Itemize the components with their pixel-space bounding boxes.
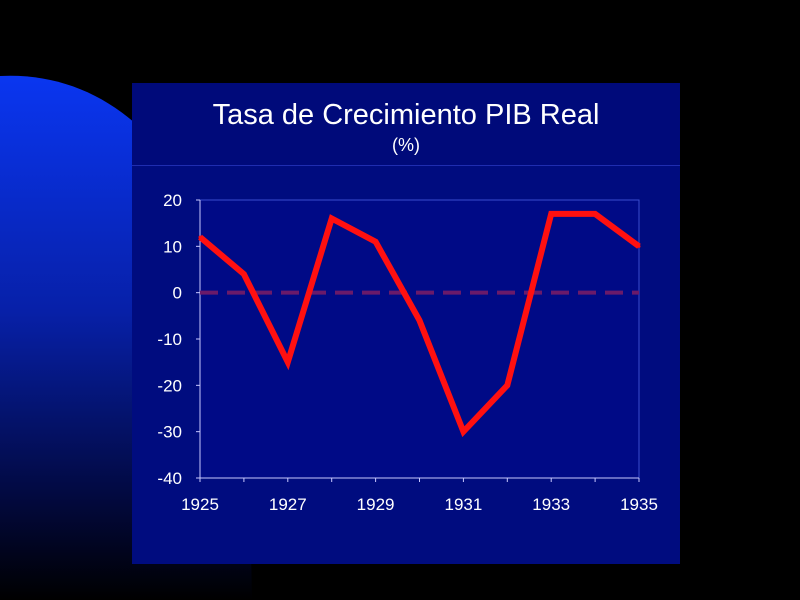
chart-title: Tasa de Crecimiento PIB Real bbox=[212, 99, 600, 131]
data-point bbox=[198, 235, 202, 239]
data-point bbox=[418, 318, 421, 322]
chart-plot: 20 10 0 -10 -20 -30 -40 1925 1927 1929 1931 1933 193… bbox=[157, 191, 657, 514]
data-point bbox=[374, 240, 378, 244]
y-tick-label: -20 bbox=[157, 376, 182, 395]
data-point bbox=[286, 360, 290, 364]
y-tick-label: 20 bbox=[163, 191, 182, 210]
data-point bbox=[637, 244, 641, 248]
y-tick-label: -40 bbox=[157, 469, 182, 488]
y-tick-label: -10 bbox=[157, 330, 182, 349]
data-point bbox=[242, 272, 246, 276]
y-tick-label: -30 bbox=[157, 423, 182, 442]
x-tick-label: 1927 bbox=[269, 495, 307, 514]
chart-title-area: Tasa de Crecimiento PIB Real (%) bbox=[132, 83, 680, 166]
axes bbox=[196, 199, 640, 482]
x-tick-label: 1931 bbox=[444, 495, 482, 514]
chart-panel: Tasa de Crecimiento PIB Real (%) 20 10 0 -1… bbox=[132, 83, 680, 564]
chart-subtitle: (%) bbox=[392, 135, 420, 155]
plot-area bbox=[199, 199, 640, 479]
tick-labels: 20 10 0 -10 -20 -30 -40 1925 1927 1929 1931 1933 193… bbox=[157, 191, 657, 514]
data-point bbox=[461, 430, 465, 434]
x-tick-label: 1925 bbox=[181, 495, 219, 514]
data-point bbox=[593, 212, 597, 216]
data-point bbox=[505, 383, 509, 387]
data-point bbox=[330, 217, 334, 221]
series-group bbox=[198, 210, 641, 438]
x-tick-label: 1933 bbox=[532, 495, 570, 514]
y-tick-label: 0 bbox=[173, 284, 182, 303]
x-tick-label: 1929 bbox=[357, 495, 395, 514]
data-point bbox=[549, 212, 553, 216]
y-tick-label: 10 bbox=[163, 237, 182, 256]
x-tick-label: 1935 bbox=[620, 495, 658, 514]
